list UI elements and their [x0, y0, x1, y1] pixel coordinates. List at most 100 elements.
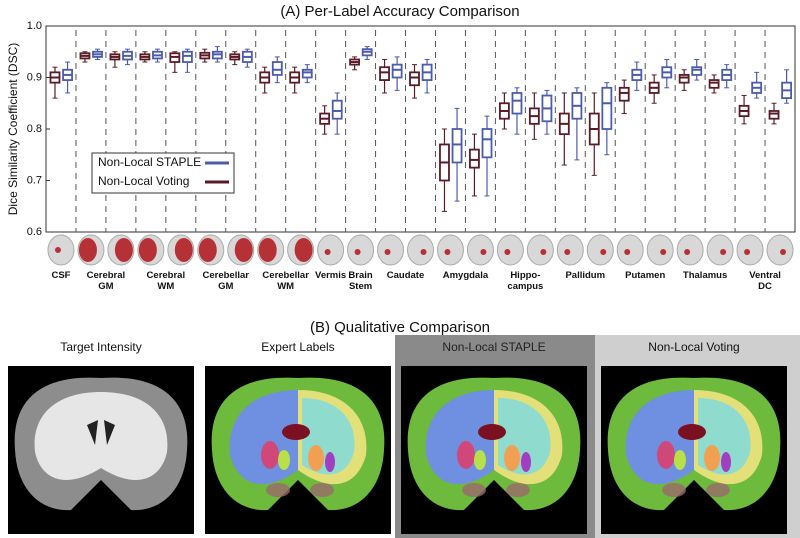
box [768, 110, 780, 120]
label-highlight [600, 249, 607, 255]
x-tick-label: Ventral DC [749, 270, 781, 292]
box [469, 148, 480, 169]
label-highlight [198, 238, 217, 262]
hippocampus [506, 483, 530, 497]
white-matter [34, 392, 168, 480]
label-highlight [114, 238, 133, 262]
label-highlight [720, 249, 727, 255]
hippocampus [706, 483, 730, 497]
legend: Non-Local STAPLE Non-Local Voting [91, 152, 235, 194]
ventricle [282, 424, 310, 440]
pallidum-left [674, 450, 686, 470]
box [271, 61, 283, 76]
label-highlight [744, 249, 751, 255]
ventricle [678, 424, 706, 440]
pallidum-left [278, 450, 290, 470]
y-tick-label: 0.9 [27, 71, 42, 83]
brain-thumbnail [347, 234, 375, 266]
panel-title: Expert Labels [261, 340, 334, 354]
label-highlight [624, 249, 631, 255]
panel-title: Non-Local Voting [648, 340, 739, 354]
label-highlight [324, 249, 331, 255]
brain-thumbnail [466, 234, 494, 266]
label-highlight [234, 238, 253, 262]
brain-thumbnail [736, 234, 764, 266]
brain-thumbnail [586, 234, 614, 266]
hippocampus [662, 483, 686, 497]
x-tick-label: Cerebral WM [146, 270, 186, 292]
ventricle [478, 424, 506, 440]
label-highlight [54, 247, 61, 253]
brain-thumbnail [496, 234, 524, 266]
putamen-right [504, 445, 520, 471]
hippocampus [462, 483, 486, 497]
x-tick-label: Cerebral GM [86, 270, 126, 292]
legend-label: Non-Local STAPLE [98, 155, 201, 169]
x-tick-label: CSF [51, 270, 71, 281]
hippocampus [310, 483, 334, 497]
panel-title: Non-Local STAPLE [442, 340, 545, 354]
x-tick-label: Cerebellar GM [202, 270, 249, 292]
y-tick-label: 0.6 [27, 226, 42, 238]
brain-thumbnail [556, 234, 584, 266]
box [451, 128, 463, 164]
box [182, 50, 193, 63]
y-tick-label: 0.8 [27, 123, 42, 135]
putamen-right [308, 445, 324, 471]
putamen-left [457, 441, 475, 469]
x-tick-label: Cerebellar WM [262, 270, 309, 292]
label-highlight [354, 249, 361, 255]
brain-thumbnail [616, 234, 644, 266]
y-axis-label: Dice Similarity Coefficient (DSC) [6, 43, 20, 215]
x-tick-label: Pallidum [565, 270, 606, 281]
ventricles [87, 420, 115, 445]
brain-thumbnail [436, 234, 464, 266]
box [331, 99, 343, 120]
label-highlight [684, 249, 691, 255]
legend-box [91, 152, 235, 194]
box [379, 66, 390, 81]
x-tick-label: Thalamus [682, 270, 728, 281]
label-highlight [444, 249, 451, 255]
label-highlight [78, 238, 97, 262]
box [618, 86, 630, 102]
amygdala-right [721, 452, 731, 472]
putamen-right [704, 445, 720, 471]
panel-title: Target Intensity [60, 340, 141, 354]
x-tick-label: Hippo- campus [507, 270, 544, 292]
putamen-left [261, 441, 279, 469]
box [409, 71, 420, 87]
box [691, 66, 703, 76]
legend-label: Non-Local Voting [98, 174, 189, 188]
brain-thumbnail [407, 234, 434, 266]
label-highlight [294, 238, 313, 262]
x-tick-label: Vermis [315, 270, 347, 281]
label-highlight [564, 249, 571, 255]
x-tick-label: Amygdala [442, 270, 489, 281]
label-highlight [780, 249, 787, 255]
brain-thumbnail [526, 234, 554, 266]
brain-thumbnail [317, 234, 345, 266]
label-highlight [258, 238, 277, 262]
pallidum-left [474, 450, 486, 470]
y-tick-label: 0.7 [27, 174, 42, 186]
box [511, 92, 523, 115]
amygdala-right [325, 452, 335, 472]
box [708, 79, 720, 89]
brain-thumbnail [646, 234, 674, 266]
label-highlight [480, 249, 487, 255]
amygdala-right [521, 452, 531, 472]
hippocampus [266, 483, 290, 497]
box [391, 63, 403, 79]
x-tick-label: Caudate [386, 270, 425, 281]
box [678, 74, 690, 84]
label-highlight [540, 249, 547, 255]
label-highlight [174, 238, 193, 262]
panel-b-title: (B) Qualitative Comparison [310, 319, 490, 336]
y-tick-label: 1.0 [27, 20, 42, 32]
label-highlight [660, 249, 667, 255]
x-tick-label: Brain Stem [348, 270, 373, 292]
putamen-left [657, 441, 675, 469]
